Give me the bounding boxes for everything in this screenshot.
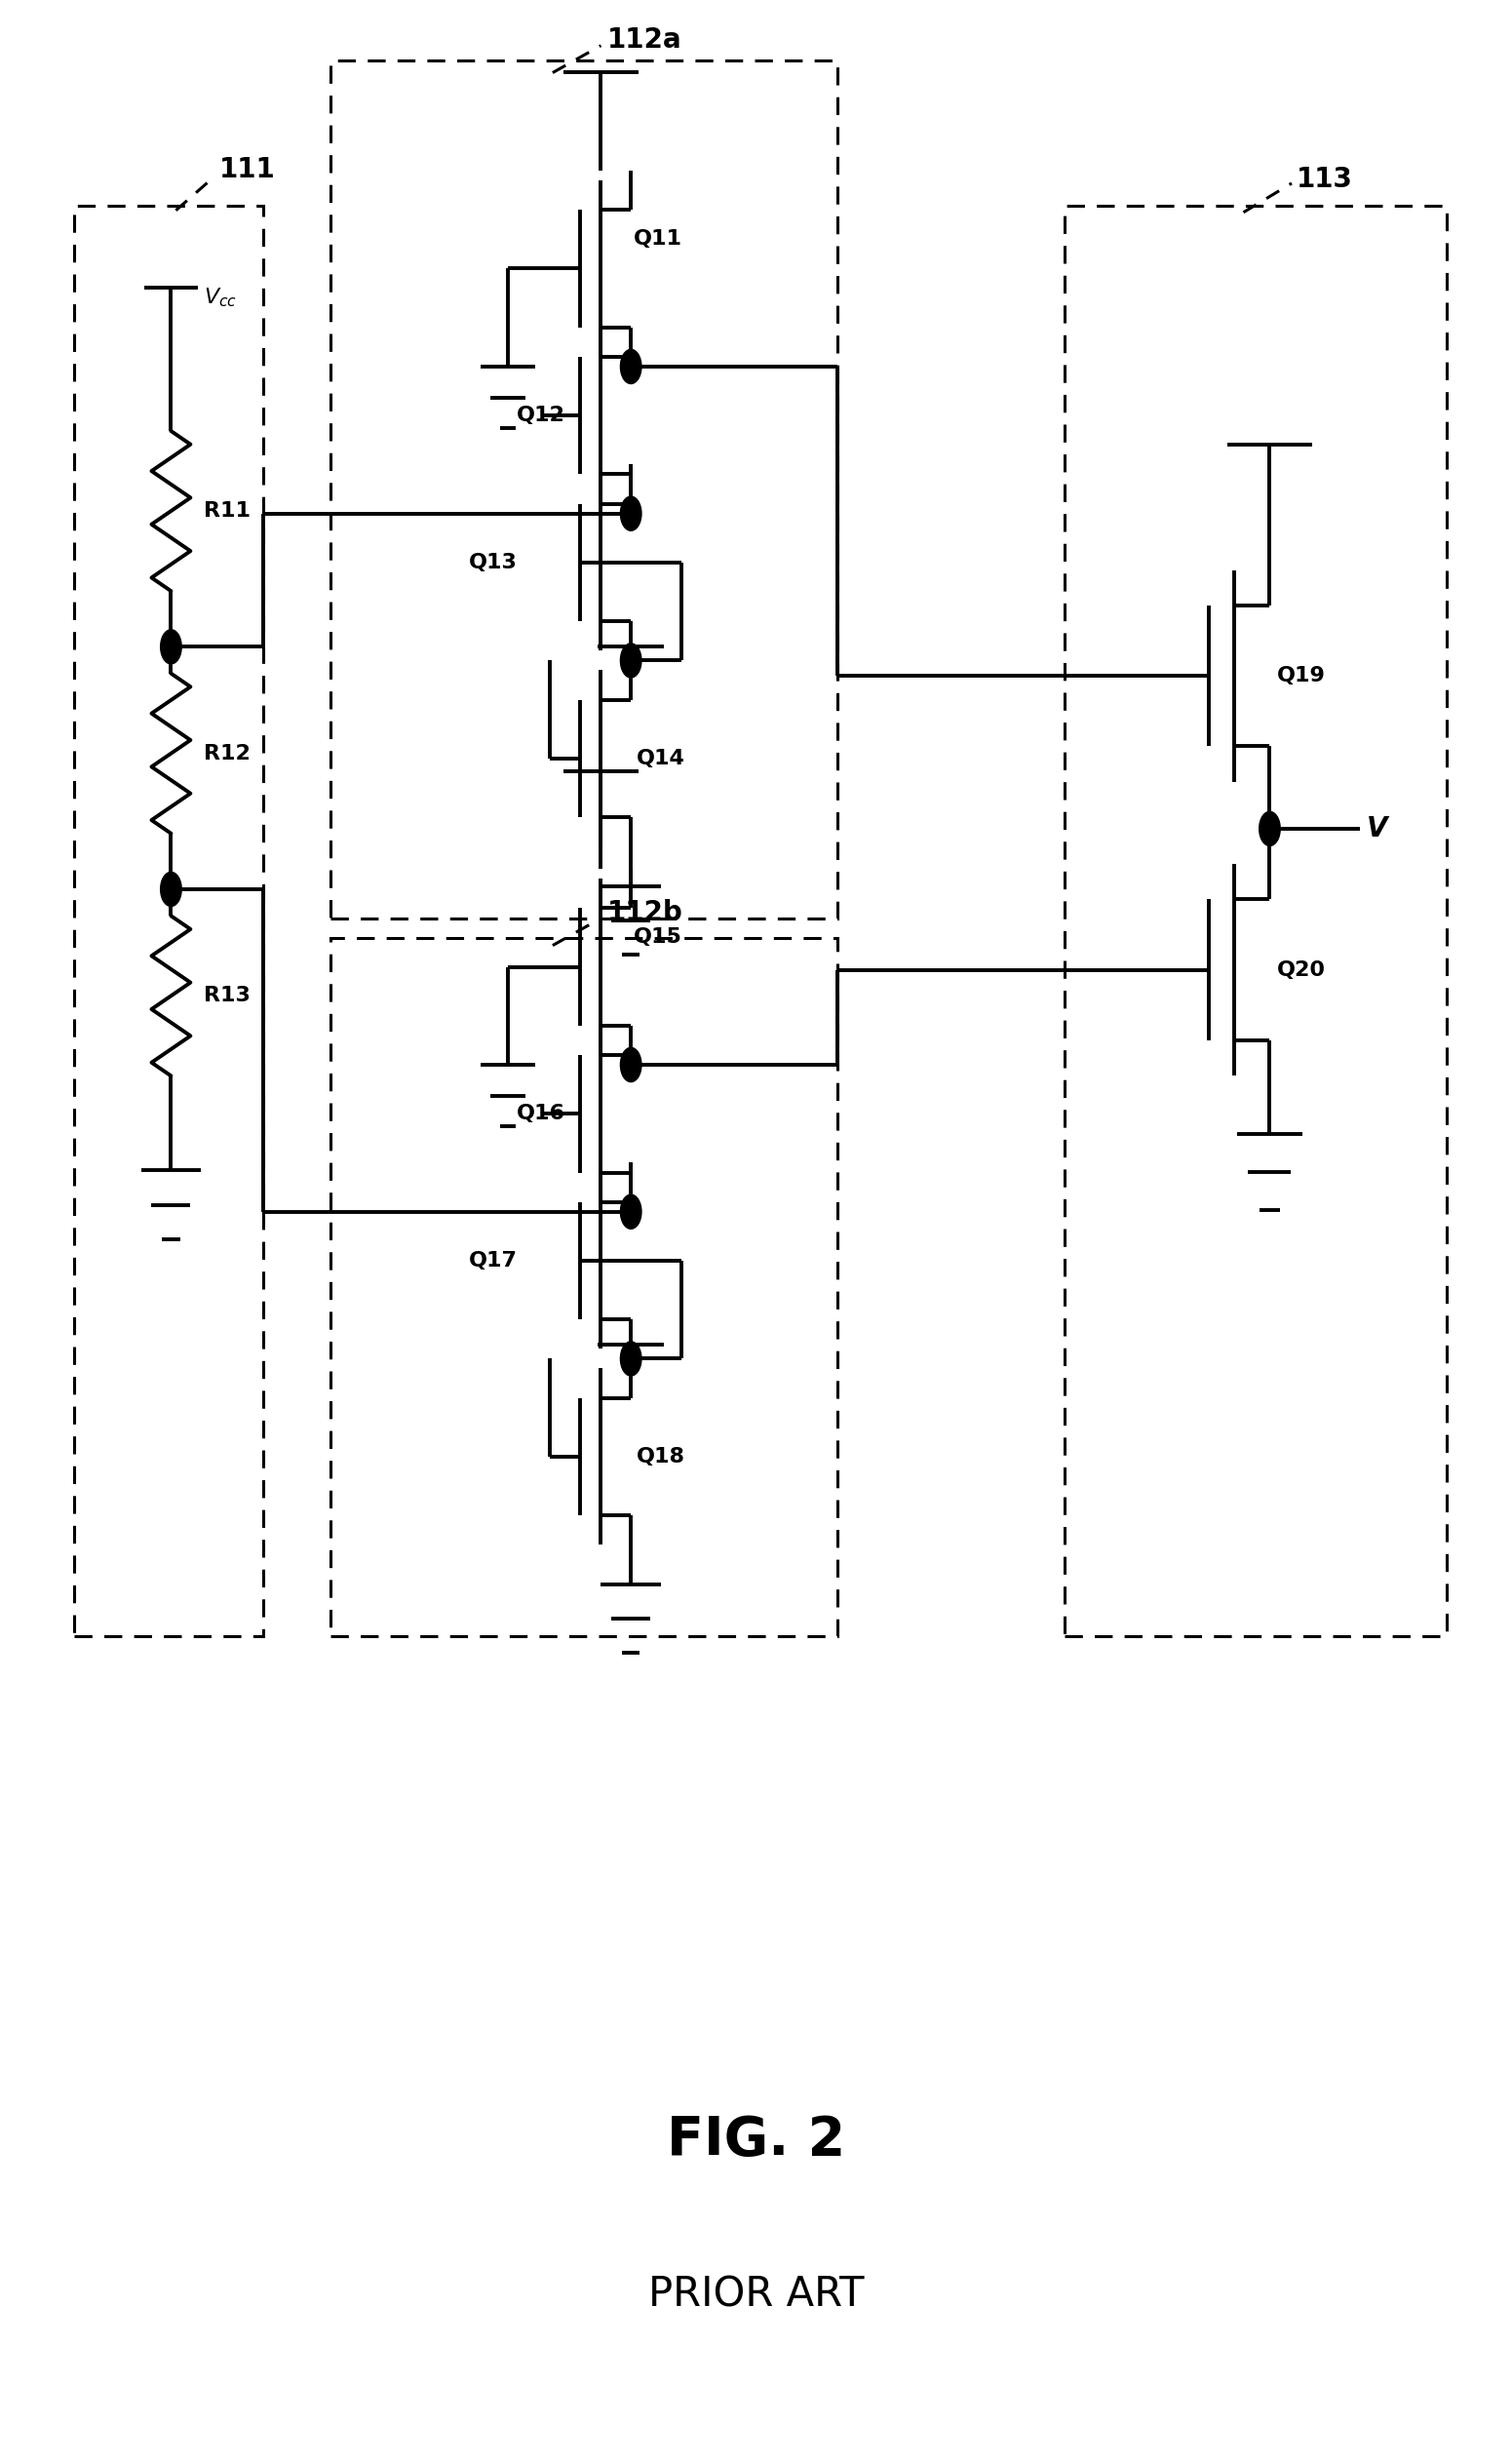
Text: 111: 111 (219, 155, 275, 182)
Circle shape (620, 1195, 641, 1229)
Text: $\mathit{V}_{cc}$: $\mathit{V}_{cc}$ (204, 286, 237, 310)
Circle shape (620, 350, 641, 384)
Text: Q19: Q19 (1278, 665, 1326, 685)
Text: PRIOR ART: PRIOR ART (649, 2276, 863, 2315)
Text: Q12: Q12 (517, 406, 565, 426)
Circle shape (620, 1342, 641, 1377)
Text: Q14: Q14 (637, 749, 685, 768)
Bar (331, 59, 838, 919)
Circle shape (620, 498, 641, 530)
Text: 112a: 112a (608, 27, 682, 54)
Text: R12: R12 (204, 744, 251, 764)
Text: Q20: Q20 (1278, 961, 1326, 980)
Text: Q11: Q11 (634, 229, 682, 249)
Text: 112b: 112b (608, 899, 683, 926)
Circle shape (620, 1047, 641, 1081)
Text: Q18: Q18 (637, 1446, 685, 1465)
Text: R11: R11 (204, 502, 251, 520)
Text: Q15: Q15 (634, 929, 682, 948)
Text: Q17: Q17 (469, 1251, 517, 1271)
Text: V: V (1367, 815, 1388, 842)
Text: FIG. 2: FIG. 2 (667, 2113, 845, 2167)
Circle shape (160, 631, 181, 665)
Bar (331, 938, 838, 1635)
Circle shape (1259, 813, 1281, 845)
Bar (74, 204, 263, 1635)
Text: Q16: Q16 (517, 1103, 565, 1123)
Bar (1064, 204, 1447, 1635)
Text: 113: 113 (1297, 165, 1353, 192)
Circle shape (160, 872, 181, 906)
Text: Q13: Q13 (469, 552, 517, 571)
Text: R13: R13 (204, 985, 251, 1005)
Circle shape (620, 643, 641, 677)
